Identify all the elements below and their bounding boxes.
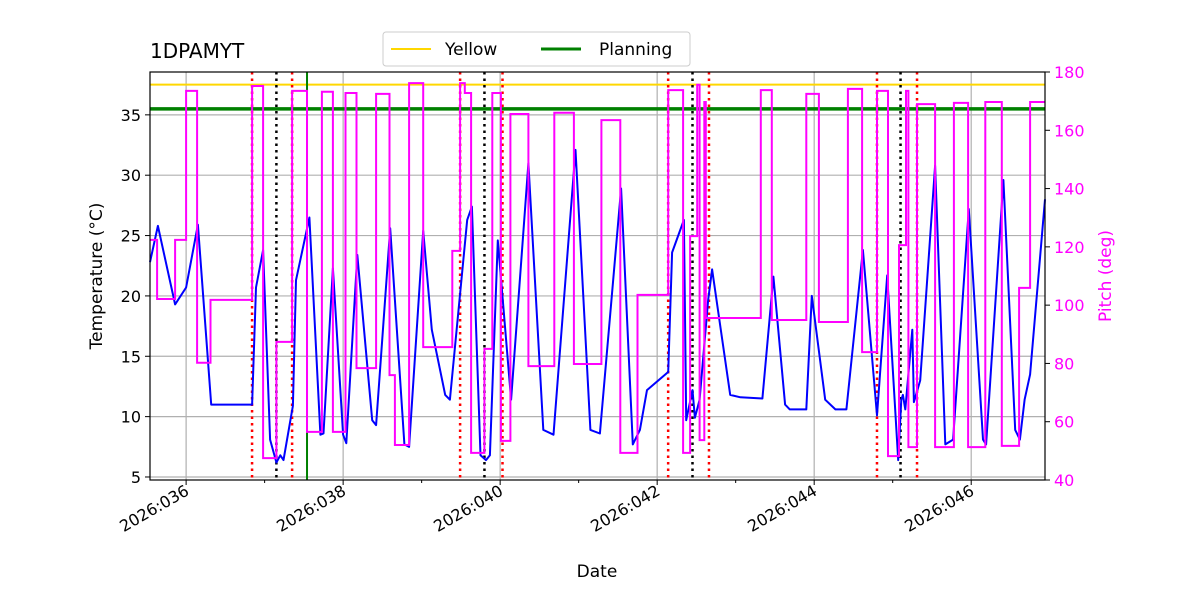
y-tick-label: 35 [121,106,141,125]
x-tick-label: 2026:038 [273,481,349,536]
x-tick-label: 2026:046 [901,481,977,536]
y-tick-label: 15 [121,347,141,366]
y-tick-label: 20 [121,287,141,306]
y2-tick-label: 160 [1054,121,1085,140]
y-tick-label: 30 [121,166,141,185]
y2-tick-label: 80 [1054,354,1074,373]
legend-label-planning: Planning [599,40,672,60]
y-axis-label: Temperature (°C) [87,203,107,351]
x-tick-label: 2026:036 [116,481,192,536]
temperature-series [149,148,1046,464]
plot-lines [149,72,1046,480]
y-tick-label: 5 [131,468,141,487]
y2-tick-label: 60 [1054,413,1074,432]
legend-label-yellow: Yellow [444,40,497,60]
legend: Yellow Planning [382,31,691,67]
y-tick-label: 10 [121,408,141,427]
y-tick-label: 25 [121,227,141,246]
pitch-series [150,82,1045,460]
y2-tick-label: 100 [1054,296,1085,315]
y2-tick-label: 180 [1054,63,1085,82]
x-tick-label: 2026:040 [430,481,506,536]
axes-frame [149,71,1046,481]
x-tick-label: 2026:042 [587,481,663,536]
chart-title: 1DPAMYT [150,39,245,63]
x-tick-label: 2026:044 [744,481,820,536]
y2-tick-label: 40 [1054,471,1074,490]
y2-tick-label: 120 [1054,238,1085,257]
x-axis-label: Date [577,562,618,582]
y2-axis-label: Pitch (deg) [1096,230,1116,322]
legend-box [382,31,691,67]
y2-tick-label: 140 [1054,180,1085,199]
grid [150,72,1045,480]
